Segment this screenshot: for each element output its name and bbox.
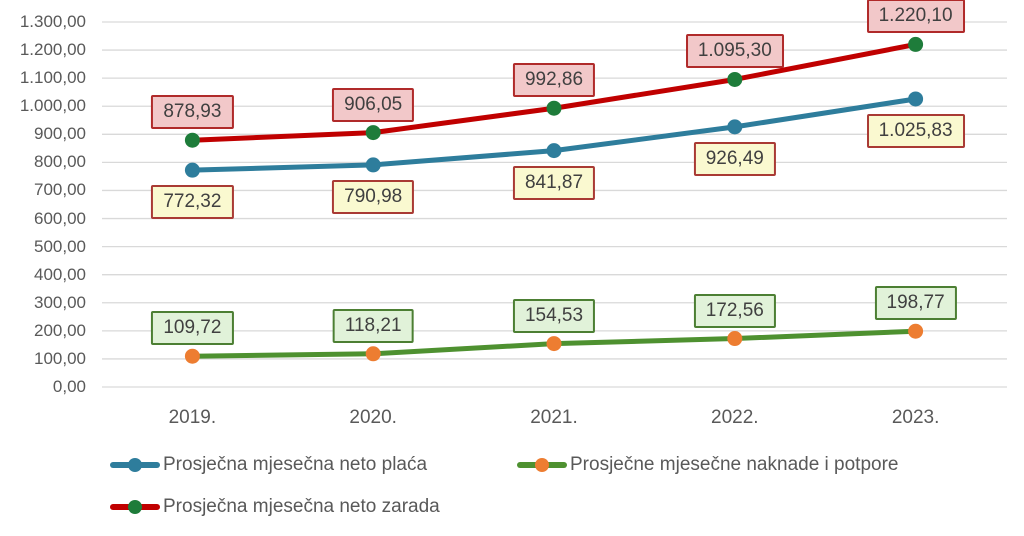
legend-dot-icon (128, 500, 142, 514)
data-label: 198,77 (874, 286, 957, 321)
legend-item-naknade-potpore: Prosječne mjesečne naknade i potpore (517, 454, 898, 476)
x-axis-label: 2021. (530, 407, 578, 428)
x-axis-label: 2023. (891, 407, 940, 428)
data-label: 878,93 (151, 95, 234, 130)
data-point-marker (365, 157, 381, 173)
legend-label: Prosječne mjesečne naknade i potpore (570, 454, 899, 475)
data-point-marker (546, 143, 562, 159)
legend-line-marker-swatch (110, 496, 160, 518)
y-axis-label: 700,00 (34, 180, 86, 200)
data-point-marker (727, 331, 743, 347)
data-point-marker (184, 162, 200, 178)
y-axis-label: 600,00 (34, 208, 86, 228)
data-point-marker (908, 91, 924, 107)
data-point-marker (184, 348, 200, 364)
data-label: 118,21 (332, 308, 414, 343)
y-axis-label: 0,00 (52, 377, 86, 396)
data-label: 790,98 (332, 179, 415, 214)
data-point-marker (365, 125, 381, 141)
legend-label: Prosječna mjesečna neto plaća (163, 454, 428, 475)
data-label: 1.220,10 (866, 0, 965, 34)
data-label: 1.025,83 (866, 113, 965, 148)
y-axis-label: 800,00 (34, 152, 86, 172)
y-axis-label: 100,00 (34, 348, 86, 368)
x-axis-label: 2022. (711, 407, 759, 428)
y-axis-label: 900,00 (34, 124, 86, 144)
data-label: 172,56 (693, 293, 776, 328)
legend-item-neto-placa: Prosječna mjesečna neto plaća (110, 454, 427, 476)
data-label: 1.095,30 (685, 34, 784, 69)
data-label: 926,49 (693, 141, 776, 176)
data-point-marker (184, 132, 200, 148)
data-point-marker (546, 100, 562, 116)
legend-dot-icon (535, 458, 549, 472)
x-axis-label: 2020. (349, 407, 397, 428)
x-axis-label: 2019. (168, 407, 217, 428)
y-axis-label: 1.100,00 (19, 68, 86, 88)
legend-dot-icon (128, 458, 142, 472)
data-point-marker (727, 71, 743, 87)
y-axis-label: 500,00 (34, 236, 86, 256)
legend-line-marker-swatch (110, 454, 160, 476)
data-point-marker (908, 323, 924, 339)
data-point-marker (727, 119, 743, 135)
y-axis-label: 400,00 (34, 264, 86, 284)
legend-label: Prosječna mjesečna neto zarada (163, 496, 440, 517)
y-axis-label: 200,00 (34, 320, 86, 340)
legend-item-neto-zarada: Prosječna mjesečna neto zarada (110, 496, 440, 518)
data-label: 906,05 (332, 87, 415, 122)
y-axis-label: 1.000,00 (19, 96, 86, 116)
y-axis-label: 1.200,00 (19, 40, 86, 60)
data-label: 992,86 (512, 63, 596, 98)
data-point-marker (365, 346, 381, 362)
data-label: 109,72 (151, 311, 234, 346)
data-point-marker (908, 36, 924, 52)
y-axis-label: 300,00 (34, 292, 86, 312)
data-label: 154,53 (512, 298, 596, 333)
legend-line-marker-swatch (517, 454, 567, 476)
data-label: 841,87 (512, 165, 596, 200)
y-axis-label: 1.300,00 (19, 12, 86, 31)
data-point-marker (546, 336, 562, 352)
data-label: 772,32 (151, 185, 234, 220)
